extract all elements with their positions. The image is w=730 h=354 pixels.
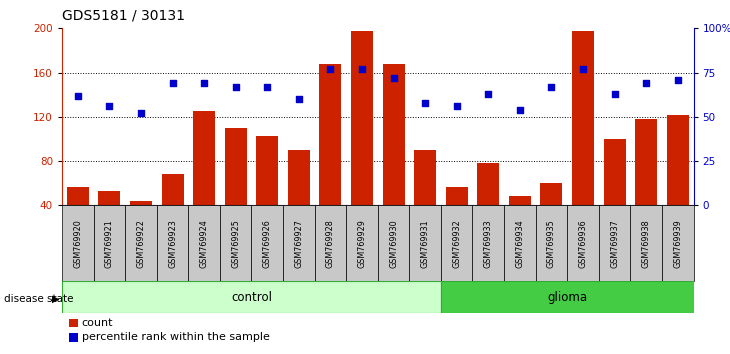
Text: GSM769926: GSM769926 (263, 219, 272, 268)
Bar (540, 183, 563, 250)
Text: disease state: disease state (4, 294, 73, 304)
Point (419, 100, 431, 105)
Bar (504, 205, 536, 281)
Bar (631, 205, 662, 281)
Text: count: count (82, 318, 113, 328)
Point (72, 93, 84, 98)
Bar (509, 196, 531, 250)
Text: GDS5181 / 30131: GDS5181 / 30131 (62, 9, 185, 23)
Point (577, 66, 589, 72)
Point (230, 84, 242, 90)
Point (356, 66, 368, 72)
Bar (414, 150, 437, 250)
Text: ▶: ▶ (53, 294, 60, 304)
Bar (599, 205, 631, 281)
Bar (288, 150, 310, 250)
Bar (252, 205, 283, 281)
Point (104, 103, 115, 109)
Text: GSM769921: GSM769921 (105, 219, 114, 268)
Text: GSM769935: GSM769935 (547, 219, 556, 268)
Text: GSM769937: GSM769937 (610, 219, 619, 268)
Point (483, 91, 494, 97)
Bar (319, 64, 342, 250)
Text: GSM769928: GSM769928 (326, 219, 335, 268)
Text: GSM769930: GSM769930 (389, 219, 398, 268)
Text: GSM769934: GSM769934 (515, 219, 524, 268)
Bar (666, 115, 689, 250)
Bar (66, 187, 89, 250)
Bar (93, 205, 126, 281)
Text: GSM769925: GSM769925 (231, 219, 240, 268)
Bar (351, 30, 373, 250)
Text: GSM769920: GSM769920 (73, 219, 82, 268)
Bar (193, 111, 215, 250)
Bar (62, 281, 441, 313)
Point (166, 80, 178, 86)
Bar (256, 136, 278, 250)
Bar (346, 205, 378, 281)
Text: glioma: glioma (548, 291, 587, 304)
Bar (130, 201, 152, 250)
Bar (161, 175, 184, 250)
Point (545, 84, 557, 90)
Bar (188, 205, 220, 281)
Point (293, 96, 304, 102)
Bar (472, 205, 504, 281)
Bar (315, 205, 346, 281)
Bar (378, 205, 410, 281)
Text: GSM769939: GSM769939 (673, 219, 683, 268)
Point (135, 110, 147, 116)
Text: percentile rank within the sample: percentile rank within the sample (82, 332, 269, 342)
Text: GSM769923: GSM769923 (168, 219, 177, 268)
Point (640, 80, 652, 86)
Text: GSM769927: GSM769927 (294, 219, 304, 268)
Text: GSM769933: GSM769933 (484, 219, 493, 268)
Bar (157, 205, 188, 281)
Point (199, 80, 210, 86)
Text: GSM769932: GSM769932 (452, 219, 461, 268)
Point (609, 91, 620, 97)
Bar (126, 205, 157, 281)
Bar (567, 205, 599, 281)
Bar (445, 187, 468, 250)
Point (388, 75, 399, 81)
Text: GSM769931: GSM769931 (420, 219, 430, 268)
Text: GSM769929: GSM769929 (358, 219, 366, 268)
Bar (441, 205, 472, 281)
Text: control: control (231, 291, 272, 304)
Bar (635, 119, 657, 250)
Bar (225, 128, 247, 250)
Point (325, 66, 337, 72)
Bar (477, 163, 499, 250)
Text: GSM769922: GSM769922 (137, 219, 145, 268)
Bar (62, 205, 93, 281)
Bar (662, 205, 694, 281)
Point (672, 77, 683, 82)
Bar (220, 205, 251, 281)
Bar (441, 281, 694, 313)
Point (451, 103, 463, 109)
Bar (283, 205, 315, 281)
Bar (536, 205, 567, 281)
Bar (383, 64, 404, 250)
Text: GSM769936: GSM769936 (578, 219, 588, 268)
Bar (410, 205, 441, 281)
Text: GSM769938: GSM769938 (642, 219, 650, 268)
Bar (604, 139, 626, 250)
Point (261, 84, 273, 90)
Text: GSM769924: GSM769924 (199, 219, 209, 268)
Bar (99, 191, 120, 250)
Point (514, 107, 526, 113)
Bar (572, 30, 594, 250)
